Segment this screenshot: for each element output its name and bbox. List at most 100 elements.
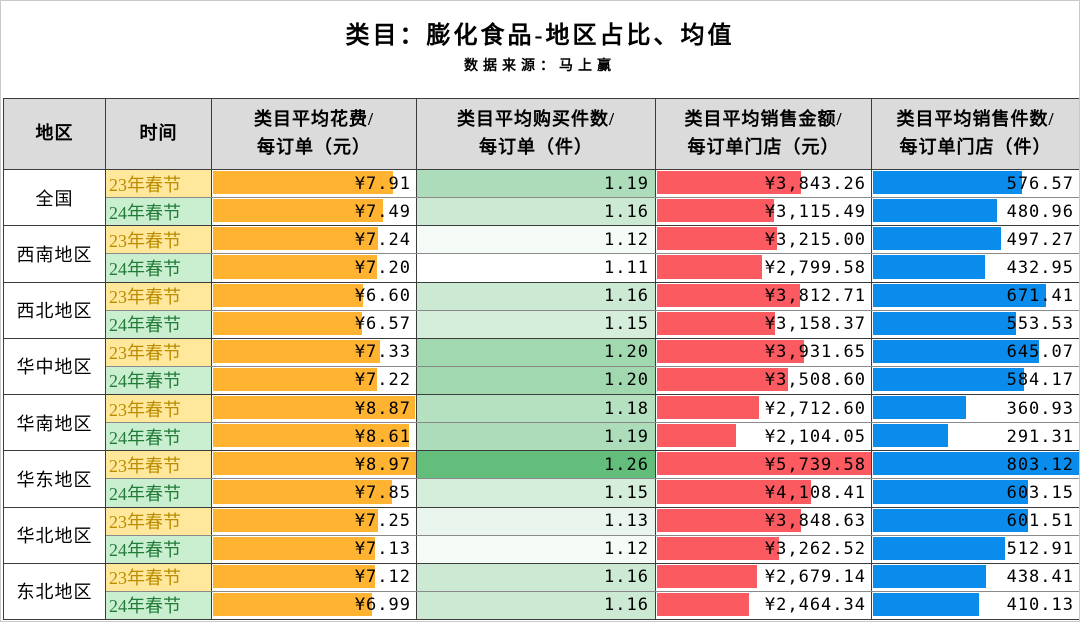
avg-units-cell: 438.41 [871, 562, 1079, 592]
avg-sales-value: ¥2,104.05 [764, 426, 866, 447]
avg-spend-cell: ¥7.13 [211, 534, 417, 564]
avg-sales-cell: ¥2,679.14 [655, 562, 872, 592]
time-cell: 23年春节 [105, 225, 212, 255]
avg-spend-cell: ¥7.91 [211, 168, 417, 199]
avg-spend-cell: ¥6.60 [211, 281, 417, 311]
avg-spend-bar [213, 227, 378, 251]
time-cell: 24年春节 [105, 309, 212, 339]
avg-sales-bar [657, 452, 871, 476]
avg-units-cell: 584.17 [871, 365, 1079, 396]
table-row: 24年春节 ¥7.22 1.20 ¥3,508.60 584.17 [4, 365, 1079, 396]
avg-sales-bar [657, 255, 762, 279]
avg-spend-cell: ¥8.87 [211, 393, 417, 424]
time-cell: 24年春节 [105, 534, 212, 564]
avg-units-bar [873, 424, 949, 448]
header-avg-items: 类目平均购买件数/ 每订单（件） [416, 98, 656, 170]
avg-spend-bar [213, 452, 416, 476]
region-cell: 华东地区 [3, 450, 106, 508]
avg-units-value: 645.07 [1006, 342, 1074, 363]
header-avg-spend: 类目平均花费/ 每订单（元） [211, 98, 417, 170]
table-row: 西南地区 23年春节 ¥7.24 1.12 ¥3,215.00 497.27 [3, 225, 1079, 283]
data-source-label: 数据来源：马上赢 [464, 59, 616, 74]
avg-spend-value: ¥7.25 [354, 511, 411, 532]
table-row: 华北地区 23年春节 ¥7.25 1.13 ¥3,848.63 601.51 [3, 506, 1079, 564]
avg-items-cell: 1.15 [416, 309, 656, 339]
avg-sales-bar [657, 283, 800, 307]
avg-spend-bar [213, 424, 409, 448]
table-row: 24年春节 ¥7.85 1.15 ¥4,108.41 603.15 [4, 478, 1079, 508]
header-row: 地区 时间 类目平均花费/ 每订单（元） 类目平均购买件数/ 每订单（件） 类目… [3, 98, 1079, 170]
table-row: 24年春节 ¥7.20 1.11 ¥2,799.58 432.95 [4, 253, 1079, 283]
avg-spend-bar [213, 508, 378, 532]
avg-sales-cell: ¥3,158.37 [655, 309, 872, 339]
avg-sales-cell: ¥2,464.34 [655, 590, 872, 621]
avg-spend-cell: ¥7.25 [211, 506, 417, 536]
avg-units-bar [873, 396, 967, 420]
avg-spend-value: ¥7.22 [354, 370, 411, 391]
avg-units-cell: 497.27 [871, 225, 1079, 255]
avg-spend-bar [213, 480, 392, 504]
avg-sales-cell: ¥3,508.60 [655, 365, 872, 396]
avg-items-cell: 1.26 [416, 450, 656, 480]
avg-spend-cell: ¥8.61 [211, 422, 417, 452]
avg-units-value: 553.53 [1006, 314, 1074, 335]
avg-sales-cell: ¥3,115.49 [655, 197, 872, 227]
table-row: 华中地区 23年春节 ¥7.33 1.20 ¥3,931.65 645.07 [3, 337, 1079, 396]
region-cell: 西南地区 [3, 225, 106, 283]
table-row: 24年春节 ¥8.61 1.19 ¥2,104.05 291.31 [4, 422, 1079, 452]
avg-sales-value: ¥3,215.00 [764, 229, 866, 250]
avg-items-cell: 1.12 [416, 534, 656, 564]
table-row: 24年春节 ¥7.49 1.16 ¥3,115.49 480.96 [4, 197, 1079, 227]
time-cell: 23年春节 [105, 506, 212, 536]
avg-sales-cell: ¥2,712.60 [655, 393, 872, 424]
avg-sales-bar [657, 311, 776, 335]
table-body: 全国 23年春节 ¥7.91 1.19 ¥3,843.26 576.57 24年春节 ¥7.4… [3, 168, 1079, 621]
avg-sales-bar [657, 199, 774, 223]
avg-spend-bar [213, 339, 380, 363]
table-row: 西北地区 23年春节 ¥6.60 1.16 ¥3,812.71 671.41 [3, 281, 1079, 339]
avg-spend-cell: ¥7.22 [211, 365, 417, 396]
table-row: 华南地区 23年春节 ¥8.87 1.18 ¥2,712.60 360.93 [3, 393, 1079, 452]
region-cell: 东北地区 [3, 562, 106, 621]
avg-spend-cell: ¥6.99 [211, 590, 417, 621]
avg-spend-bar [213, 283, 364, 307]
avg-sales-bar [657, 424, 736, 448]
avg-units-value: 601.51 [1006, 511, 1074, 532]
avg-units-value: 512.91 [1006, 539, 1074, 560]
avg-units-cell: 803.12 [871, 450, 1079, 480]
avg-units-cell: 576.57 [871, 168, 1079, 199]
table-row: 24年春节 ¥7.13 1.12 ¥3,262.52 512.91 [4, 534, 1079, 564]
avg-sales-value: ¥2,712.60 [764, 398, 866, 419]
avg-units-bar [873, 508, 1029, 532]
time-cell: 23年春节 [105, 168, 212, 199]
avg-spend-bar [213, 311, 363, 335]
avg-sales-bar [657, 396, 759, 420]
region-cell: 华南地区 [3, 393, 106, 452]
avg-spend-cell: ¥7.20 [211, 253, 417, 283]
time-cell: 23年春节 [105, 281, 212, 311]
avg-sales-value: ¥3,115.49 [764, 201, 866, 222]
avg-sales-bar [657, 367, 789, 391]
time-cell: 24年春节 [105, 365, 212, 396]
header-avg-units: 类目平均销售件数/ 每订单门店（件） [871, 98, 1079, 170]
avg-spend-bar [213, 592, 372, 616]
avg-spend-value: ¥6.99 [354, 595, 411, 616]
avg-items-cell: 1.16 [416, 562, 656, 592]
avg-sales-cell: ¥3,843.26 [655, 168, 872, 199]
avg-spend-value: ¥7.20 [354, 257, 411, 278]
avg-spend-value: ¥7.49 [354, 201, 411, 222]
table-row: 24年春节 ¥6.57 1.15 ¥3,158.37 553.53 [4, 309, 1079, 339]
avg-sales-cell: ¥4,108.41 [655, 478, 872, 508]
avg-items-cell: 1.16 [416, 197, 656, 227]
avg-units-cell: 480.96 [871, 197, 1079, 227]
avg-items-cell: 1.15 [416, 478, 656, 508]
avg-units-cell: 410.13 [871, 590, 1079, 621]
avg-spend-cell: ¥7.85 [211, 478, 417, 508]
avg-units-value: 360.93 [1006, 398, 1074, 419]
avg-items-cell: 1.18 [416, 393, 656, 424]
page-title: 类目：膨化食品-地区占比、均值 [345, 23, 735, 49]
avg-units-value: 432.95 [1006, 257, 1074, 278]
avg-spend-bar [213, 171, 393, 195]
avg-spend-value: ¥7.13 [354, 539, 411, 560]
time-cell: 23年春节 [105, 393, 212, 424]
